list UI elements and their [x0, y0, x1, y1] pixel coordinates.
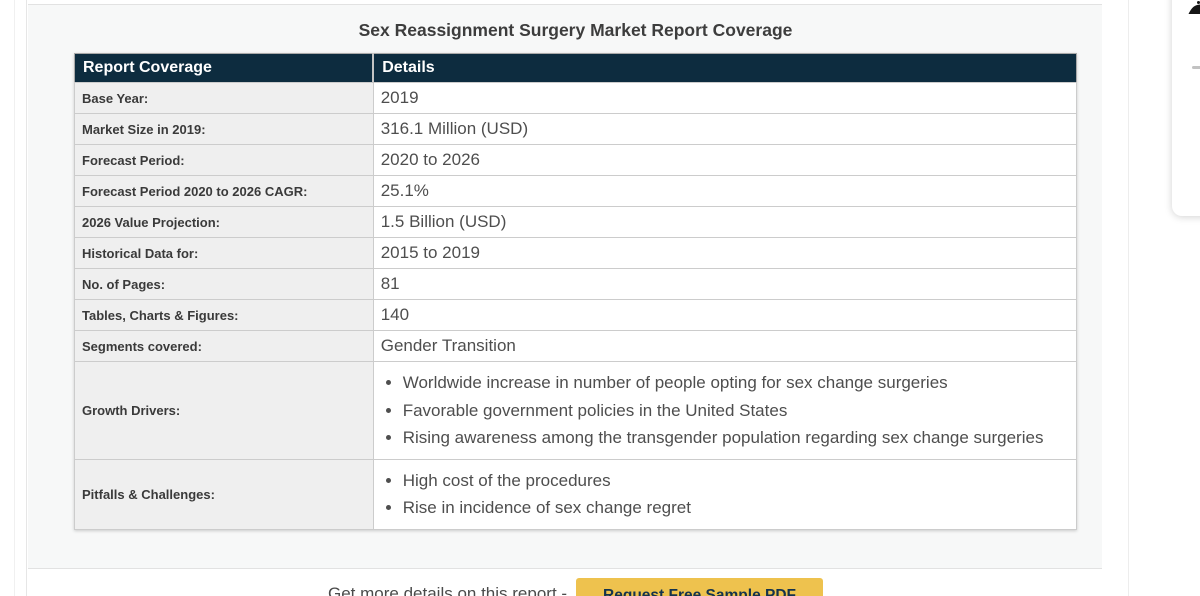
table-header-row: Report Coverage Details [74, 53, 1077, 83]
row-value: 2019 [372, 82, 1078, 114]
row-value: 81 [372, 268, 1078, 300]
row-value: 25.1% [372, 175, 1078, 207]
row-label: Market Size in 2019: [74, 113, 374, 145]
row-label: No. of Pages: [74, 268, 374, 300]
table-row: Tables, Charts & Figures: 140 [74, 299, 1078, 331]
page-title: Sex Reassignment Surgery Market Report C… [358, 20, 793, 40]
content-right-divider [1128, 0, 1129, 596]
table-row: 2026 Value Projection: 1.5 Billion (USD) [74, 206, 1078, 238]
report-coverage-table: Report Coverage Details Base Year: 2019 Ma… [74, 53, 1078, 530]
right-sidebar-card [1172, 0, 1200, 216]
header-report-coverage: Report Coverage [74, 53, 374, 83]
header-details: Details [372, 53, 1077, 83]
cta-row: Get more details on this report - Reques… [74, 578, 1077, 596]
row-label: Pitfalls & Challenges: [74, 458, 374, 530]
row-value: Gender Transition [372, 330, 1078, 362]
table-row: Forecast Period 2020 to 2026 CAGR: 25.1% [74, 175, 1078, 207]
row-value: High cost of the proceduresRise in incid… [372, 458, 1078, 530]
bullet-item: Rising awareness among the transgender p… [403, 424, 1069, 452]
bullet-list: High cost of the proceduresRise in incid… [381, 467, 1069, 522]
bullet-item: High cost of the procedures [403, 467, 1069, 495]
request-free-sample-pdf-button[interactable]: Request Free Sample PDF [576, 578, 823, 596]
left-edge-divider [14, 0, 15, 596]
row-label: Base Year: [74, 82, 374, 114]
row-label: Forecast Period: [74, 144, 374, 176]
table-row: Segments covered: Gender Transition [74, 330, 1078, 362]
row-label: Historical Data for: [74, 237, 374, 269]
table-row: Forecast Period: 2020 to 2026 [74, 144, 1078, 176]
table-row: No. of Pages: 81 [74, 268, 1078, 300]
report-table-body: Base Year: 2019 Market Size in 2019: 316.1 … [74, 82, 1078, 530]
sidebar-divider-line [1192, 66, 1200, 69]
row-value: 1.5 Billion (USD) [372, 206, 1078, 238]
bullet-item: Favorable government policies in the Uni… [403, 397, 1069, 425]
table-row: Base Year: 2019 [74, 82, 1078, 114]
report-table-wrapper: Report Coverage Details Base Year: 2019 Ma… [74, 53, 1078, 530]
cta-text: Get more details on this report - [328, 584, 568, 596]
report-coverage-panel: Sex Reassignment Surgery Market Report C… [28, 4, 1102, 569]
row-value: 316.1 Million (USD) [372, 113, 1078, 145]
row-label: Growth Drivers: [74, 361, 374, 460]
partial-dark-icon [1187, 1, 1200, 20]
row-label: Segments covered: [74, 330, 374, 362]
row-value: 140 [372, 299, 1078, 331]
table-row: Market Size in 2019: 316.1 Million (USD) [74, 113, 1078, 145]
row-value: 2015 to 2019 [372, 237, 1078, 269]
row-value: Worldwide increase in number of people o… [372, 361, 1078, 460]
bullet-item: Rise in incidence of sex change regret [403, 494, 1069, 522]
row-value: 2020 to 2026 [372, 144, 1078, 176]
table-row: Pitfalls & Challenges:High cost of the p… [74, 458, 1078, 530]
row-label: Tables, Charts & Figures: [74, 299, 374, 331]
table-row: Growth Drivers: Worldwide increase in num… [74, 361, 1078, 460]
bullet-list: Worldwide increase in number of people o… [381, 369, 1069, 452]
row-label: 2026 Value Projection: [74, 206, 374, 238]
table-row: Historical Data for: 2015 to 2019 [74, 237, 1078, 269]
bullet-item: Worldwide increase in number of people o… [403, 369, 1069, 397]
row-label: Forecast Period 2020 to 2026 CAGR: [74, 175, 374, 207]
content-left-divider [26, 0, 27, 596]
